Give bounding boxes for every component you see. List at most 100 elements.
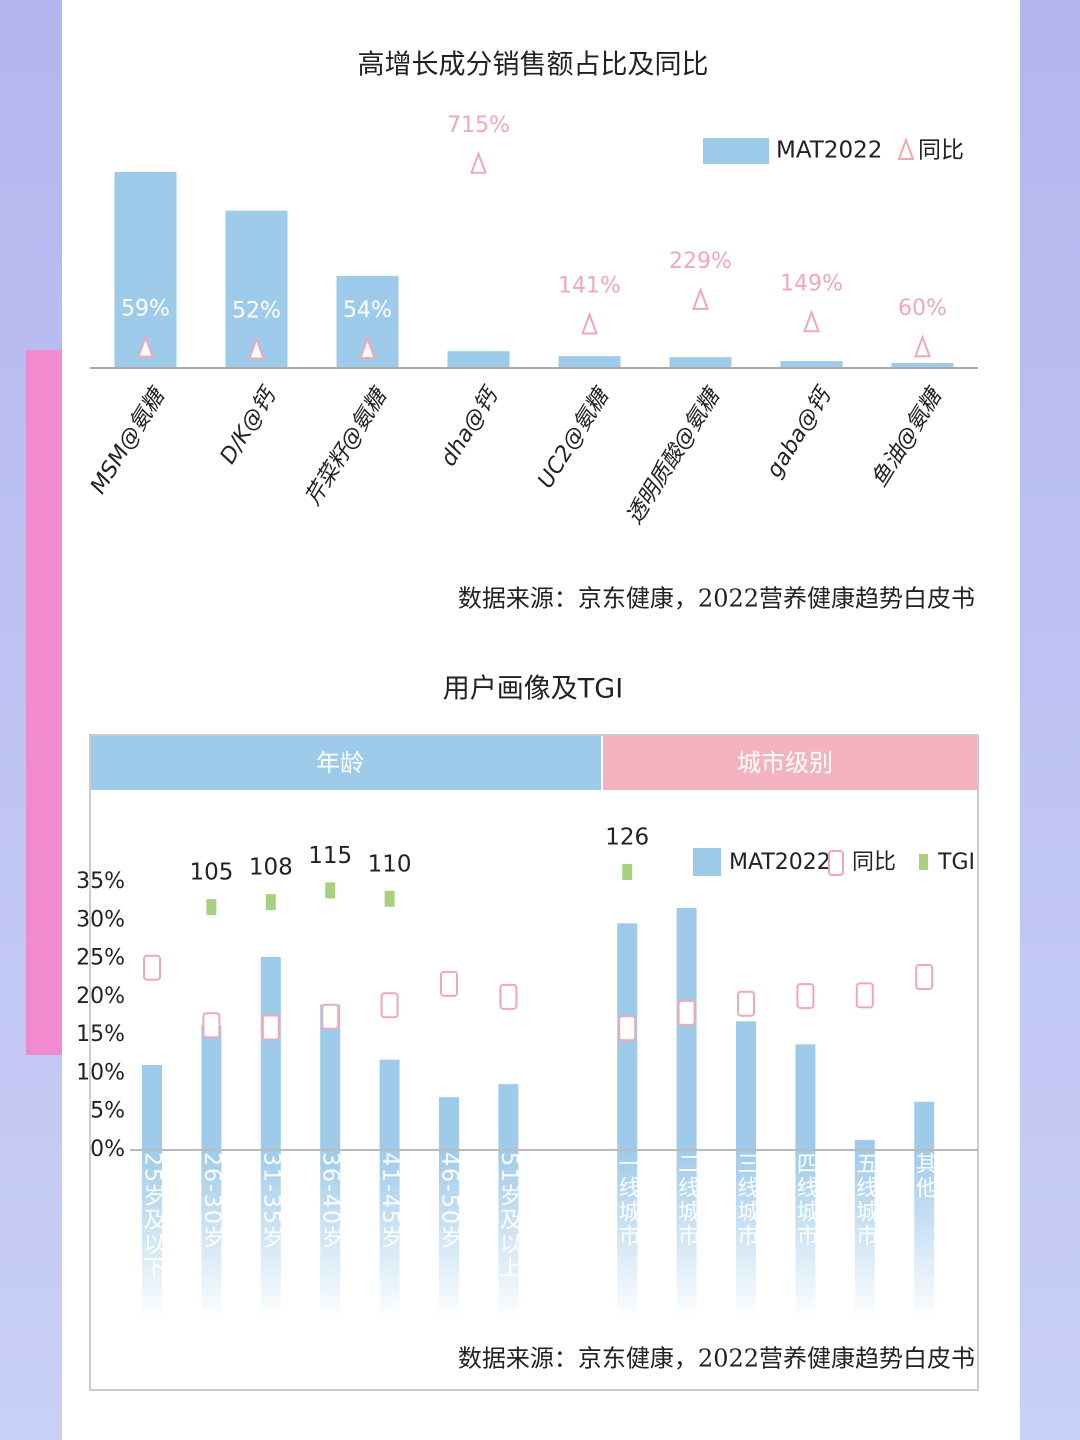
bar xyxy=(891,363,954,368)
bar xyxy=(447,351,510,368)
y-tick-label: 30% xyxy=(76,907,125,932)
x-tick-label: 四线城市 xyxy=(793,1152,819,1248)
label-fade xyxy=(142,1150,162,1320)
chart-title: 用户画像及TGI xyxy=(443,674,623,705)
bar xyxy=(201,1025,222,1150)
legend-label: TGI xyxy=(937,850,975,875)
bar xyxy=(320,1004,341,1150)
yoy-marker xyxy=(202,1012,221,1039)
x-tick-label: 一线城市 xyxy=(615,1152,641,1248)
header-bg xyxy=(91,736,601,790)
tgi-marker xyxy=(206,899,217,916)
data-label: 108 xyxy=(249,855,293,881)
label-fade xyxy=(498,1150,519,1320)
bar xyxy=(142,1065,162,1150)
y-tick-label: 15% xyxy=(76,1022,125,1047)
data-label: 149% xyxy=(780,271,843,296)
yoy-marker xyxy=(677,999,696,1026)
legend-label: MAT2022 xyxy=(776,138,882,164)
x-tick-label: 其他 xyxy=(912,1152,938,1200)
label-fade xyxy=(260,1150,281,1320)
x-tick-label: 51岁及以上 xyxy=(496,1152,522,1280)
y-tick-label: 25% xyxy=(76,946,125,971)
yoy-marker xyxy=(914,334,931,358)
data-label: 110 xyxy=(368,851,412,877)
yoy-marker xyxy=(261,1014,280,1041)
bar xyxy=(669,357,732,368)
yoy-marker xyxy=(692,286,709,310)
y-tick-label: 10% xyxy=(76,1060,125,1085)
bar xyxy=(439,1097,459,1150)
data-label: 60% xyxy=(898,296,947,321)
bar xyxy=(676,908,697,1150)
yoy-marker xyxy=(855,982,874,1009)
x-tick-label: 三线城市 xyxy=(734,1152,760,1248)
y-tick-label: 0% xyxy=(90,1137,125,1162)
bar xyxy=(558,356,621,368)
header: 年龄 xyxy=(316,749,364,777)
yoy-marker xyxy=(248,336,265,360)
yoy-marker xyxy=(359,335,376,359)
bar xyxy=(260,957,281,1150)
bar xyxy=(780,361,843,368)
legend-label: 同比 xyxy=(918,138,964,164)
yoy-marker xyxy=(137,334,154,358)
data-label: 229% xyxy=(669,249,732,274)
data-label: 115 xyxy=(308,843,352,869)
panel-frame xyxy=(89,734,979,1391)
yoy-marker xyxy=(581,311,598,335)
data-label: 54% xyxy=(343,298,392,323)
label-fade xyxy=(914,1150,935,1320)
yoy-marker xyxy=(499,983,518,1010)
x-tick-label: 二线城市 xyxy=(674,1152,700,1248)
data-label: 141% xyxy=(558,274,621,299)
label-fade xyxy=(320,1150,341,1320)
yoy-marker xyxy=(737,990,755,1017)
label-fade xyxy=(439,1150,459,1320)
tgi-marker xyxy=(384,890,395,907)
yoy-marker xyxy=(321,1003,340,1030)
label-fade xyxy=(854,1150,875,1320)
label-fade xyxy=(676,1150,697,1320)
bar xyxy=(498,1084,519,1150)
x-tick-label: 36-40岁 xyxy=(318,1152,343,1250)
y-tick-label: 5% xyxy=(90,1099,125,1124)
yoy-marker xyxy=(803,309,820,333)
legend-swatch xyxy=(703,138,769,164)
label-fade xyxy=(379,1150,400,1320)
label-fade xyxy=(736,1150,756,1320)
legend-label: MAT2022 xyxy=(729,850,831,875)
tgi-marker xyxy=(325,882,336,899)
bar xyxy=(914,1101,935,1150)
yoy-marker xyxy=(143,954,161,981)
x-tick-label: 41-45岁 xyxy=(377,1152,402,1250)
data-label: 52% xyxy=(232,298,281,323)
label-fade xyxy=(795,1150,816,1320)
header: 城市级别 xyxy=(737,749,833,777)
chart-title: 高增长成分销售额占比及同比 xyxy=(358,50,709,81)
x-tick-label: 46-50岁 xyxy=(437,1152,462,1250)
data-label: 126 xyxy=(605,824,649,850)
x-tick-label: 25岁及以下 xyxy=(140,1152,166,1280)
source: 数据来源：京东健康，2022营养健康趋势白皮书 xyxy=(458,585,975,613)
yoy-marker xyxy=(470,150,487,174)
source: 数据来源：京东健康，2022营养健康趋势白皮书 xyxy=(458,1345,975,1373)
tgi-marker xyxy=(265,894,276,911)
legend-marker xyxy=(919,854,928,870)
x-tick-label: 26-30岁 xyxy=(199,1152,224,1250)
tgi-marker xyxy=(622,863,633,880)
yoy-marker xyxy=(796,983,815,1010)
legend-swatch xyxy=(693,848,721,876)
y-tick-label: 35% xyxy=(76,869,125,894)
label-fade xyxy=(201,1150,222,1320)
bar xyxy=(854,1140,875,1150)
data-label: 59% xyxy=(121,296,170,321)
yoy-marker xyxy=(915,963,934,990)
bar xyxy=(379,1059,400,1150)
data-label: 105 xyxy=(189,860,233,886)
y-tick-label: 20% xyxy=(76,984,125,1009)
legend-marker xyxy=(828,850,844,876)
x-tick-label: 31-35岁 xyxy=(258,1152,283,1250)
